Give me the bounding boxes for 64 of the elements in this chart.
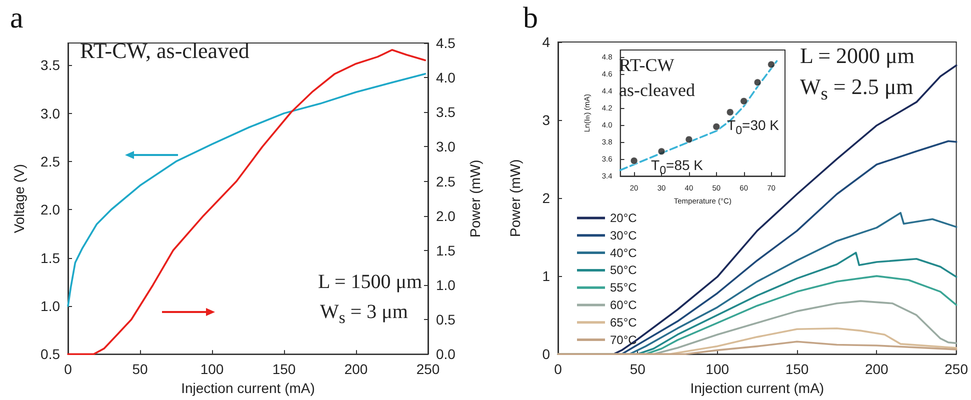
x-tick-label: 50 [630, 361, 646, 378]
point [754, 78, 762, 86]
chart-title: a [10, 2, 24, 34]
point [740, 97, 748, 105]
y-tick-label: 0 [542, 346, 550, 362]
legend-label: 30°C [610, 228, 638, 242]
y2-tick-label: 3.5 [436, 104, 456, 120]
legend-label: 20°C [610, 211, 638, 225]
y2-tick-label: 0.5 [436, 312, 456, 328]
annotation: RT-CW, as-cleaved [80, 38, 250, 63]
y-tick-label: 4 [542, 34, 550, 50]
y-tick-label: 1.5 [40, 250, 60, 266]
y-tick-label: 3 [542, 112, 550, 128]
y2-tick-label: 3.0 [436, 138, 456, 155]
y-tick-label: 3.5 [40, 57, 60, 74]
legend-label: 70°C [610, 332, 638, 347]
x-tick-label: 50 [132, 361, 148, 378]
x-tick-label: 200 [344, 361, 368, 378]
y2-tick-label: 0.0 [436, 346, 456, 362]
point [630, 157, 638, 165]
y-axis-title: Voltage (V) [11, 164, 27, 234]
legend-label: 60°C [610, 298, 638, 312]
x-tick-label: 150 [785, 361, 809, 378]
y2-tick-label: 4.0 [436, 70, 456, 86]
x-axis-title: Injection current (mA) [181, 380, 315, 396]
y2-tick-label: 1.5 [436, 242, 456, 258]
legend-label: 40°C [610, 246, 638, 260]
y-tick-label: 2.5 [40, 153, 60, 170]
y-tick-label: 3.0 [40, 105, 60, 122]
y-tick-label: 0.5 [40, 346, 60, 362]
y2-tick-label: 4.5 [436, 35, 456, 51]
point [685, 136, 693, 144]
legend-label: 50°C [610, 263, 638, 278]
annotation: L = 2000 μm [800, 43, 914, 68]
x-tick-label: 150 [272, 361, 296, 378]
y-tick-label: 1.0 [40, 298, 60, 314]
point [768, 60, 776, 68]
y-tick-label: 1 [542, 268, 550, 284]
x-tick-label: 100 [706, 361, 730, 378]
y-axis-title: Power (mW) [507, 159, 523, 237]
y2-tick-label: 2.5 [436, 173, 456, 190]
x-tick-label: 0 [554, 361, 562, 378]
y2-tick-label: 2.0 [436, 208, 456, 224]
y-tick-label: 2.0 [40, 202, 60, 218]
annotation: T$_{0}$=30 K [727, 117, 780, 137]
legend-label: 55°C [610, 280, 638, 295]
x-axis-title: Injection current (mA) [690, 380, 824, 396]
point [712, 122, 720, 130]
annotation: W$_{s}$ = 3 μm [320, 301, 408, 327]
x-tick-label: 250 [416, 361, 440, 378]
y2-tick-label: 1.0 [436, 276, 456, 293]
legend-label: 65°C [610, 315, 638, 330]
annotation: T$_{0}$=85 K [651, 157, 704, 177]
annotation: L = 1500 μm [318, 271, 422, 293]
x-tick-label: 100 [200, 361, 224, 378]
annotation: W$_{s}$ = 2.5 μm [800, 74, 914, 104]
x-tick-label: 250 [944, 361, 968, 378]
y2-axis-title: Power (mW) [467, 160, 483, 238]
y-tick-label: 2 [542, 190, 550, 206]
x-tick-label: 0 [64, 361, 72, 378]
point [726, 108, 734, 116]
point [658, 148, 666, 156]
x-tick-label: 200 [864, 361, 889, 378]
chart-title: b [523, 2, 538, 34]
